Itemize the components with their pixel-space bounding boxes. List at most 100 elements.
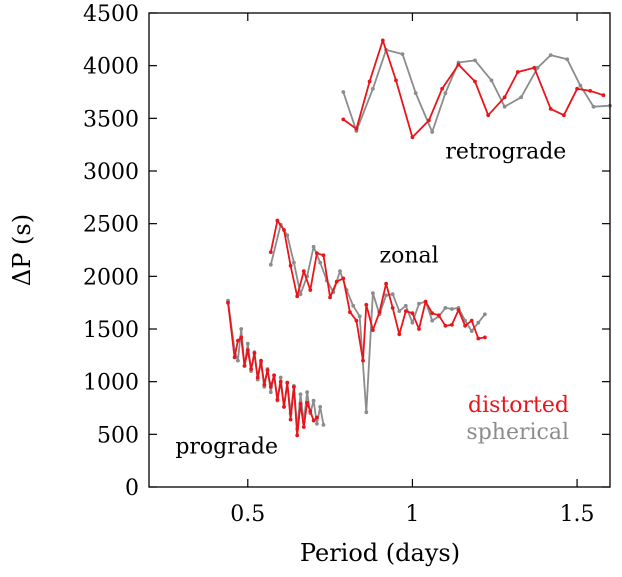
data-point — [236, 358, 240, 363]
data-point — [361, 358, 365, 363]
data-point — [301, 269, 306, 273]
data-point — [242, 364, 247, 368]
data-point — [403, 309, 408, 313]
data-point — [575, 86, 579, 91]
data-point — [308, 409, 313, 414]
data-point — [305, 400, 309, 405]
data-point — [430, 130, 435, 134]
data-point — [486, 113, 491, 118]
data-point — [334, 279, 339, 284]
data-point — [384, 293, 388, 298]
data-point — [591, 104, 596, 109]
data-point — [469, 318, 474, 323]
data-point — [450, 307, 454, 311]
series-spherical-retrograde — [341, 48, 612, 134]
data-point — [288, 263, 293, 268]
data-point — [245, 341, 250, 346]
y-tick-label: 3500 — [83, 107, 139, 132]
series-distorted-prograde — [226, 300, 319, 438]
data-point — [588, 89, 593, 93]
y-tick-label: 4500 — [83, 2, 139, 27]
data-point — [268, 262, 273, 267]
data-point — [268, 250, 273, 255]
data-point — [427, 118, 431, 123]
plot-frame — [148, 12, 611, 488]
data-point — [328, 295, 332, 300]
data-point — [268, 390, 273, 395]
data-point — [311, 244, 316, 249]
annotation-zonal: zonal — [380, 244, 439, 269]
data-point — [515, 70, 520, 74]
data-point — [390, 306, 395, 310]
data-point — [443, 323, 448, 328]
x-axis-label: Period (days) — [300, 539, 460, 567]
ticks-layer: 0 500 1000 1500 2000 2500 3000 3500 4000 4500 0.5 1… — [83, 2, 610, 527]
data-point — [262, 382, 267, 387]
annotation-retrograde: retrograde — [445, 139, 566, 164]
y-tick-label: 3000 — [83, 160, 139, 185]
series-line — [342, 39, 604, 139]
data-point — [476, 320, 481, 325]
data-point — [249, 367, 254, 371]
data-point — [292, 260, 296, 265]
data-point — [364, 302, 369, 307]
data-point — [252, 351, 257, 356]
data-point — [301, 425, 306, 429]
data-point — [417, 327, 421, 331]
y-tick-label: 1000 — [83, 371, 139, 396]
data-point — [397, 332, 402, 337]
data-point — [292, 385, 296, 389]
data-point — [502, 104, 507, 109]
data-point — [371, 86, 375, 91]
data-point — [423, 299, 428, 304]
data-point — [390, 292, 395, 297]
data-point — [502, 95, 507, 100]
data-point — [315, 251, 319, 256]
data-point — [377, 310, 382, 314]
data-point — [450, 322, 454, 327]
data-point — [295, 294, 300, 299]
data-point — [565, 57, 570, 62]
data-point — [469, 329, 474, 333]
data-point — [285, 233, 290, 238]
data-point — [397, 309, 402, 313]
annotation-layer: retrograde zonal prograde — [175, 139, 566, 459]
data-point — [239, 335, 244, 340]
data-point — [476, 336, 481, 341]
data-point — [357, 314, 362, 319]
data-point — [282, 228, 286, 232]
data-point — [278, 375, 283, 380]
data-point — [348, 310, 352, 314]
data-point — [275, 218, 280, 223]
data-point — [295, 433, 300, 438]
data-point — [315, 421, 319, 426]
data-point — [443, 91, 448, 95]
data-point — [354, 126, 359, 131]
data-point — [410, 311, 415, 316]
y-tick-label: 0 — [125, 476, 139, 501]
data-point — [236, 338, 240, 343]
data-point — [417, 301, 421, 306]
data-point — [245, 348, 250, 352]
data-point — [483, 312, 487, 317]
data-point — [456, 308, 461, 312]
data-point — [341, 90, 346, 94]
data-point — [394, 78, 398, 83]
data-point — [371, 291, 375, 296]
data-point — [443, 306, 448, 310]
data-point — [410, 135, 415, 140]
data-point — [272, 373, 276, 378]
series-line — [342, 49, 611, 133]
data-point — [532, 65, 537, 70]
data-point — [298, 392, 303, 397]
y-axis-label: ΔP (s) — [8, 214, 36, 286]
data-point — [305, 390, 309, 395]
data-point — [318, 260, 323, 265]
data-point — [535, 65, 540, 70]
data-point — [548, 107, 553, 111]
data-point — [275, 397, 280, 402]
x-tick-label: 1 — [405, 502, 419, 527]
data-point — [562, 113, 566, 118]
series-distorted-retrograde — [341, 38, 606, 140]
data-point — [226, 300, 230, 305]
